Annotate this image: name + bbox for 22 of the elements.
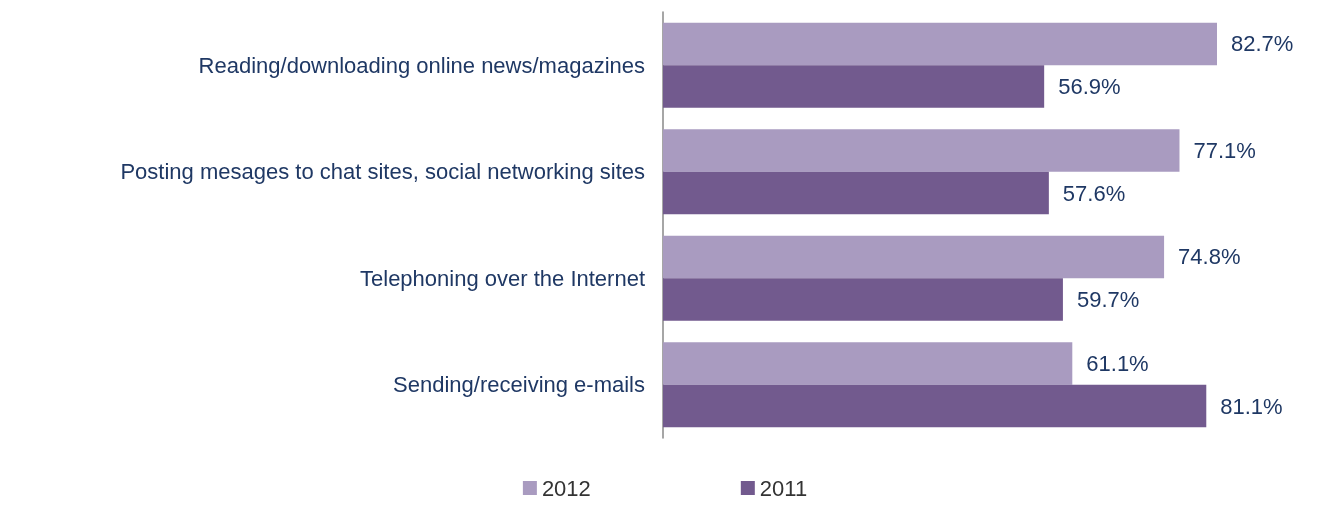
bar: [663, 65, 1045, 108]
bar: [663, 171, 1049, 215]
data-label: 82.7%: [1231, 31, 1294, 57]
y-tick-label: Sending/receiving e-mails: [393, 372, 645, 398]
bar: [663, 278, 1063, 321]
bar: [663, 129, 1180, 172]
data-label: 59.7%: [1076, 287, 1140, 313]
data-label: 61.1%: [1086, 350, 1149, 376]
legend-label: 2012: [541, 475, 591, 501]
data-label: 81.1%: [1220, 393, 1283, 419]
data-label: 57.6%: [1062, 180, 1126, 206]
bar: [663, 342, 1073, 385]
y-tick-label: Telephoning over the Internet: [360, 265, 645, 291]
data-label: 77.1%: [1193, 137, 1256, 163]
bar: [663, 384, 1207, 428]
data-label: 74.8%: [1178, 244, 1241, 270]
bar: [663, 235, 1165, 279]
data-label: 56.9%: [1058, 74, 1121, 100]
legend-label: 2011: [759, 475, 808, 501]
y-tick-label: Posting mesages to chat sites, social networking sites: [120, 159, 645, 185]
y-tick-label: Reading/downloading online news/magazines: [198, 52, 645, 78]
bar: [663, 22, 1217, 66]
